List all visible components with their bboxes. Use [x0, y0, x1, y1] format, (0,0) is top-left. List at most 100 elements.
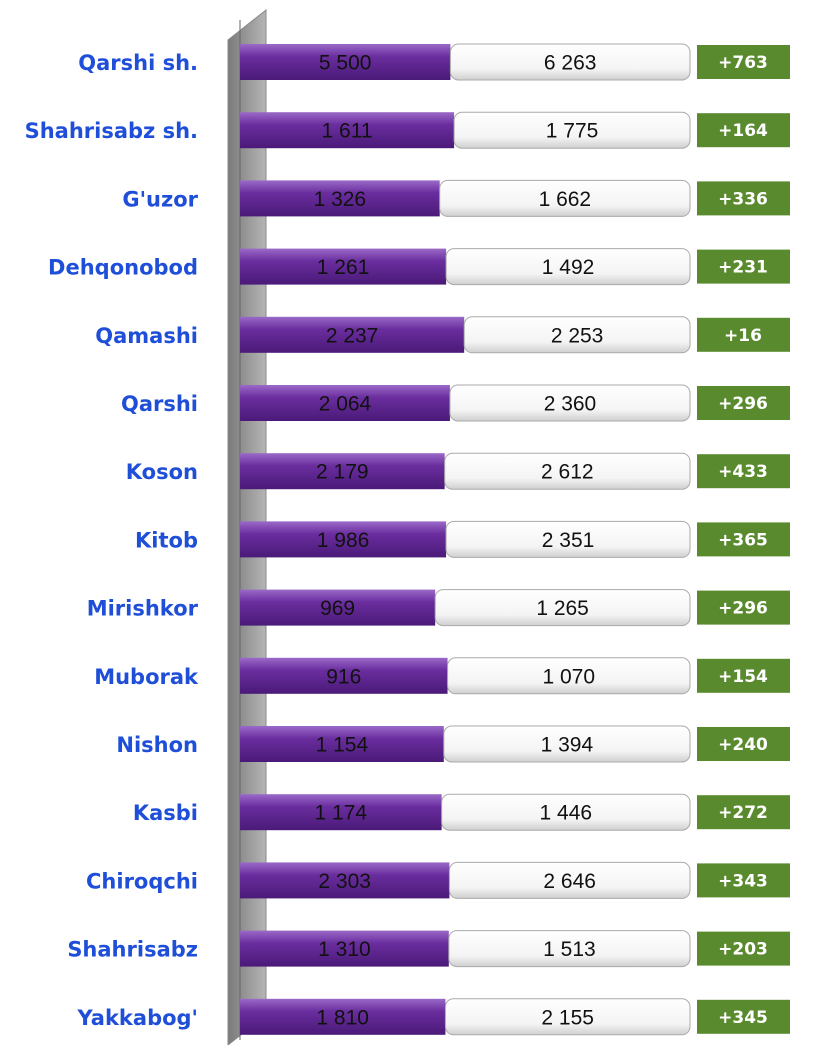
value-label: 2 612 — [541, 461, 594, 484]
difference-box — [697, 727, 790, 761]
bar-segment — [240, 180, 440, 217]
difference-box — [697, 931, 790, 966]
value-label: 1 986 — [317, 529, 370, 552]
value-label: 1 611 — [322, 120, 373, 143]
bar-segment — [240, 521, 447, 558]
category-label: Nishon — [116, 733, 198, 757]
bar-segment — [444, 998, 691, 1036]
difference-box — [697, 181, 790, 216]
bar-segment — [453, 111, 691, 149]
bar-segment — [439, 179, 691, 217]
difference-label: +343 — [718, 871, 768, 891]
value-label: 969 — [320, 597, 355, 620]
difference-box — [697, 999, 790, 1034]
value-label: 2 303 — [318, 870, 371, 893]
bar-segment — [240, 44, 451, 80]
value-label: 1 310 — [318, 938, 371, 961]
category-label: Koson — [126, 460, 198, 484]
category-label: Dehqonobod — [48, 256, 198, 280]
value-label: 2 237 — [326, 324, 379, 347]
value-label: 2 360 — [544, 393, 597, 416]
category-label: Muborak — [94, 665, 199, 689]
category-label: Shahrisabz — [67, 938, 198, 962]
value-label: 1 492 — [542, 256, 595, 279]
value-label: 1 070 — [542, 665, 595, 688]
value-label: 1 810 — [316, 1006, 369, 1029]
value-label: 2 179 — [316, 461, 369, 484]
category-label: Chiroqchi — [86, 869, 198, 893]
category-label: Shahrisabz sh. — [25, 119, 198, 143]
bar-segment — [240, 385, 450, 421]
value-label: 1 775 — [546, 120, 599, 143]
difference-box — [697, 658, 790, 693]
difference-label: +345 — [718, 1008, 768, 1028]
bar-segment — [441, 793, 691, 831]
bar-segment — [240, 112, 455, 149]
difference-box — [697, 113, 790, 148]
value-label: 6 263 — [544, 52, 597, 75]
bar-segment — [448, 861, 691, 899]
value-label: 1 513 — [543, 938, 596, 961]
category-label: Yakkabog' — [77, 1006, 198, 1030]
difference-box — [697, 590, 790, 625]
bar-segment — [240, 862, 450, 899]
category-label: Qarshi sh. — [78, 51, 198, 75]
category-label: Qamashi — [95, 324, 198, 348]
bar-segment — [447, 657, 691, 695]
value-label: 916 — [326, 665, 361, 688]
bar-segment — [240, 316, 465, 353]
category-label: Qarshi — [121, 392, 198, 416]
value-label: 2 646 — [543, 870, 596, 893]
difference-box — [697, 863, 790, 898]
bar-segment — [449, 43, 691, 81]
value-label: 1 326 — [314, 188, 367, 211]
difference-box — [697, 317, 790, 352]
difference-label: +164 — [718, 121, 768, 141]
difference-label: +272 — [718, 803, 768, 823]
difference-label: +433 — [718, 462, 768, 482]
value-label: 2 064 — [319, 393, 372, 416]
value-label: 1 261 — [317, 256, 370, 279]
bar-segment — [240, 453, 445, 490]
bar-segment — [240, 248, 447, 285]
category-label: G'uzor — [122, 187, 198, 211]
bar-segment — [449, 384, 691, 422]
value-label: 1 154 — [316, 734, 369, 757]
value-label: 1 265 — [536, 597, 589, 620]
bar-segment — [240, 998, 446, 1035]
bar-segment — [240, 657, 448, 694]
difference-label: +296 — [718, 599, 768, 619]
value-label: 1 446 — [540, 802, 593, 825]
bar-segment — [444, 452, 691, 490]
value-label: 2 351 — [542, 529, 595, 552]
difference-box — [697, 45, 790, 79]
difference-box — [697, 386, 790, 420]
value-label: 1 662 — [539, 188, 592, 211]
value-label: 2 253 — [551, 324, 604, 347]
difference-label: +763 — [718, 53, 768, 73]
difference-box — [697, 454, 790, 489]
bar-segment — [240, 794, 442, 831]
value-label: 1 394 — [541, 734, 594, 757]
difference-label: +231 — [718, 258, 768, 278]
difference-label: +240 — [718, 735, 768, 755]
value-label: 5 500 — [319, 52, 372, 75]
bar-segment — [445, 520, 691, 558]
difference-label: +336 — [718, 189, 768, 209]
bar-segment — [448, 930, 691, 968]
bar-segment — [434, 589, 691, 627]
bar-segment — [240, 930, 449, 967]
difference-label: +16 — [724, 326, 762, 346]
category-label: Mirishkor — [87, 597, 199, 621]
bar-segment — [445, 248, 691, 286]
difference-label: +296 — [718, 394, 768, 414]
difference-label: +365 — [718, 530, 768, 550]
bar-segment — [240, 726, 444, 762]
difference-box — [697, 795, 790, 830]
difference-label: +203 — [718, 940, 768, 960]
category-label: Kasbi — [133, 801, 198, 825]
difference-label: +154 — [718, 667, 768, 687]
bar-segment — [463, 316, 691, 354]
value-label: 2 155 — [541, 1006, 594, 1029]
